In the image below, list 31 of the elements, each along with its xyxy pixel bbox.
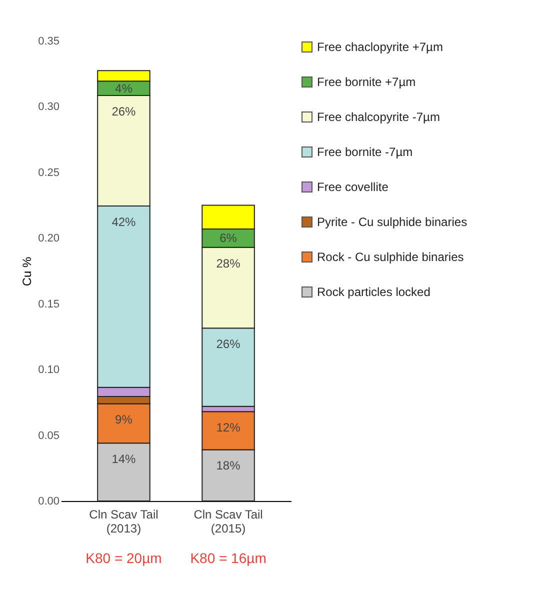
text: K80 = 20µm [86, 550, 162, 566]
annotation: 28% [216, 256, 241, 270]
legend-label: Rock particles locked [317, 285, 430, 299]
text: K80 = 16µm [190, 550, 266, 566]
y-tick-label: 0.30 [38, 101, 60, 114]
annotation: 9% [115, 412, 133, 427]
legend-label: Pyrite - Cu sulphide binaries [317, 215, 468, 229]
y-tick-label: 0.05 [38, 430, 60, 442]
y-tick-label: 0.35 [38, 36, 60, 48]
legend-label: Free chaclopyrite +7µm [317, 40, 443, 54]
x-tick-label: Cln Scav Tail (2015) [194, 508, 263, 536]
legend-label: Free bornite -7µm [317, 145, 413, 159]
x-tick-label: Cln Scav Tail (2013) [89, 508, 158, 536]
annotation: 4% [115, 81, 133, 96]
legend-label: Rock - Cu sulphide binaries [317, 250, 464, 264]
annotation: 6% [220, 231, 238, 246]
y-tick-label: 0.25 [38, 166, 60, 179]
annotation: 12% [216, 420, 241, 435]
y-tick-label: 0.00 [38, 496, 60, 508]
y-tick-label: 0.20 [38, 232, 60, 245]
legend-label: Free covellite [317, 180, 389, 194]
legend-label: Free bornite +7µm [317, 75, 416, 89]
y-tick-label: 0.15 [38, 298, 60, 310]
annotation: 42% [112, 214, 136, 229]
annotation: 26% [112, 104, 136, 119]
annotation: 26% [216, 337, 241, 352]
annotation: 14% [112, 452, 136, 466]
annotation: 18% [216, 458, 241, 473]
y-tick-label: 0.10 [38, 364, 60, 376]
y-axis-title: Cu % [20, 256, 34, 286]
legend-label: Free chalcopyrite -7µm [317, 110, 440, 124]
